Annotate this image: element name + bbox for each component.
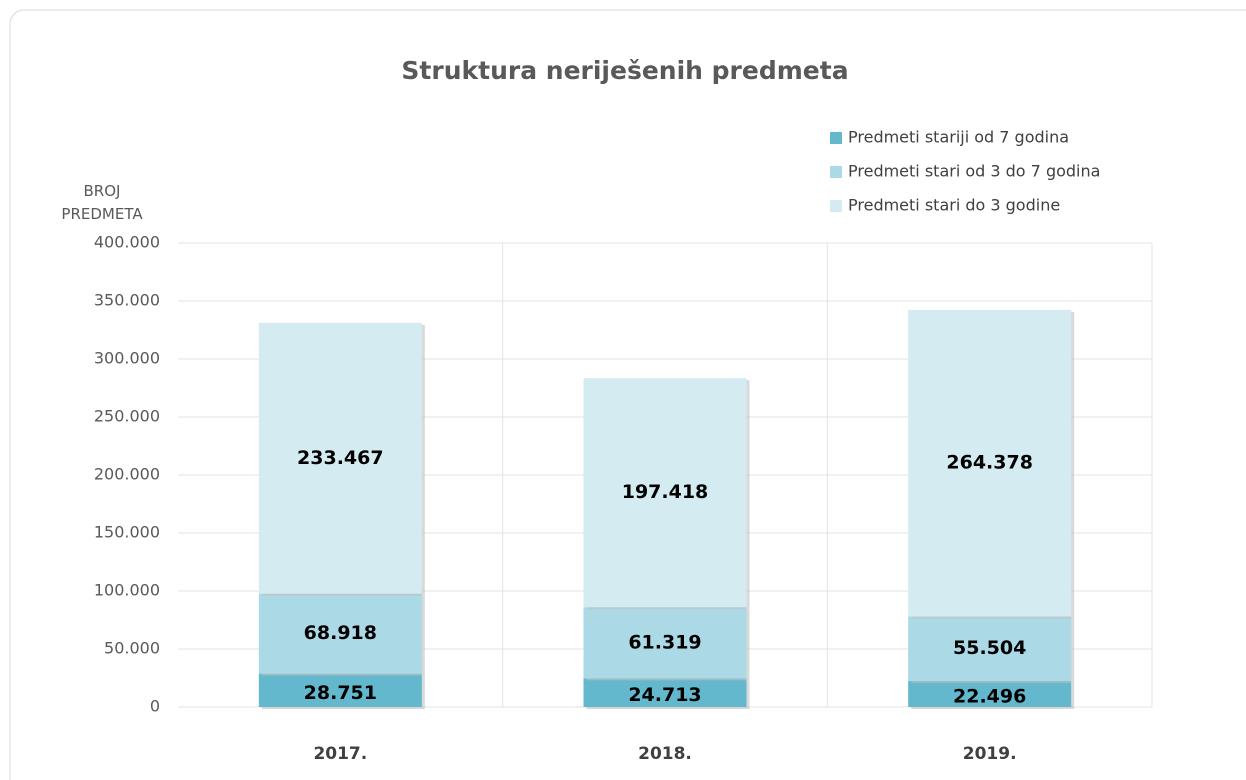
- bar-segment: [583, 378, 747, 608]
- bar-segment: [583, 678, 747, 707]
- data-label: 264.378: [946, 452, 1033, 474]
- bar-segment: [908, 680, 1072, 707]
- x-tick-label: 2019.: [963, 744, 1017, 764]
- data-label: 55.504: [953, 637, 1026, 659]
- y-tick-label: 350.000: [94, 291, 160, 310]
- chart-title: Struktura neriješenih predmeta: [401, 56, 848, 85]
- bar-segment: [908, 309, 1072, 617]
- x-tick-label: 2018.: [638, 744, 692, 764]
- y-axis-label: BROJ PREDMETA: [61, 182, 143, 223]
- y-tick-label: 50.000: [104, 639, 160, 658]
- legend-label: Predmeti stariji od 7 godina: [848, 128, 1069, 147]
- bar-segment: [908, 616, 1072, 681]
- y-tick-label: 100.000: [94, 581, 160, 600]
- bar-segment: [258, 673, 422, 707]
- data-label: 197.418: [622, 481, 709, 503]
- legend-swatch: [830, 200, 842, 212]
- y-tick-label: 0: [150, 697, 160, 716]
- bar-segment: [583, 607, 747, 679]
- x-tick-label: 2017.: [313, 744, 367, 764]
- y-tick-label: 400.000: [94, 233, 160, 252]
- y-tick-label: 200.000: [94, 465, 160, 484]
- y-tick-label: 300.000: [94, 349, 160, 368]
- legend-label: Predmeti stari do 3 godine: [848, 196, 1060, 215]
- data-label: 24.713: [628, 684, 701, 706]
- legend-label: Predmeti stari od 3 do 7 godina: [848, 162, 1100, 181]
- data-label: 61.319: [628, 631, 701, 653]
- bar-segment: [258, 593, 422, 674]
- data-label: 22.496: [953, 685, 1026, 707]
- data-label: 28.751: [304, 682, 377, 704]
- y-tick-label: 250.000: [94, 407, 160, 426]
- bar-segment: [258, 322, 422, 594]
- data-label: 68.918: [304, 622, 377, 644]
- y-tick-label: 150.000: [94, 523, 160, 542]
- data-label: 233.467: [297, 447, 384, 469]
- legend-swatch: [830, 166, 842, 178]
- legend-swatch: [830, 132, 842, 144]
